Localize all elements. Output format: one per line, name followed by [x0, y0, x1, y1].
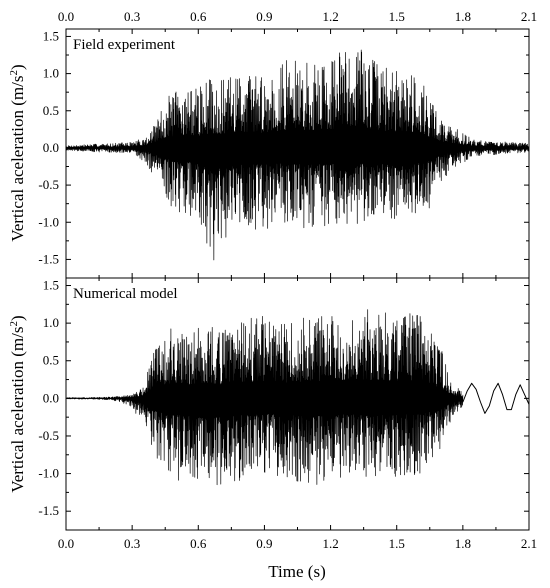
y-tick-label: -1.5: [38, 503, 59, 518]
y-tick-label: 0.0: [43, 140, 59, 155]
panel-top-ylabel-main: Vertical aceleration (m/s: [8, 76, 27, 242]
x-tick-label-bottom: 1.5: [389, 536, 405, 551]
panel-bottom-ticks: 0.0 0.3 0.6 0.9 1.2 1.5 1.8 2.1 -1.5 -1.0 -0.5 0.0 0…: [38, 278, 537, 551]
x-tick-label-bottom: 0.6: [190, 536, 207, 551]
x-tick-label-top: 0.0: [58, 9, 74, 24]
signal-series-1: [65, 49, 530, 261]
x-tick-label-top: 1.5: [389, 9, 405, 24]
panel-bottom-ylabel-close: ): [8, 315, 27, 321]
panel-bottom-annotation: Numerical model: [73, 286, 178, 302]
panel-top-ylabel: Vertical aceleration (m/s2): [8, 64, 27, 241]
panel-bottom-ylabel: Vertical aceleration (m/s2): [8, 315, 27, 492]
x-tick-label-top: 0.3: [124, 9, 140, 24]
panel-top-signal: [65, 49, 530, 261]
y-tick-label: 1.5: [43, 28, 59, 43]
x-tick-label-bottom: 1.2: [322, 536, 338, 551]
y-tick-label: 0.5: [43, 353, 59, 368]
panel-bottom-signal: [65, 309, 530, 486]
y-tick-label: -0.5: [38, 428, 59, 443]
x-tick-label-bottom: 0.3: [124, 536, 140, 551]
x-axis-title: Time (s): [268, 562, 325, 581]
panel-bottom-ylabel-sup: 2: [8, 321, 20, 327]
x-tick-label-top: 0.9: [256, 9, 272, 24]
y-tick-label: 1.0: [43, 66, 59, 81]
y-tick-label: -1.0: [38, 214, 59, 229]
y-tick-label: -1.0: [38, 466, 59, 481]
y-tick-label: 0.0: [43, 390, 59, 405]
y-tick-label: -1.5: [38, 251, 59, 266]
panel-top-ylabel-close: ): [8, 64, 27, 70]
signal-series-1: [65, 309, 464, 486]
x-tick-label-bottom: 0.9: [256, 536, 272, 551]
x-tick-label-top: 1.8: [455, 9, 471, 24]
panel-top-ylabel-sup: 2: [8, 70, 20, 76]
y-tick-label: -0.5: [38, 177, 59, 192]
x-tick-label-bottom: 1.8: [455, 536, 471, 551]
x-tick-label-top: 2.1: [521, 9, 537, 24]
panel-top: 0.0 0.3 0.6 0.9 1.2 1.5 1.8 2.1 -1.5 -1.0 -0.5 0.0 0…: [8, 9, 537, 279]
y-tick-label: 1.5: [43, 278, 59, 293]
panel-bottom: 0.0 0.3 0.6 0.9 1.2 1.5 1.8 2.1 -1.5 -1.0 -0.5 0.0 0…: [8, 277, 537, 581]
x-tick-label-bottom: 2.1: [521, 536, 537, 551]
panel-top-ticks: 0.0 0.3 0.6 0.9 1.2 1.5 1.8 2.1 -1.5 -1.0 -0.5 0.0 0…: [38, 9, 537, 278]
y-tick-label: 0.5: [43, 103, 59, 118]
x-tick-label-top: 0.6: [190, 9, 207, 24]
y-tick-label: 1.0: [43, 315, 59, 330]
panel-top-annotation: Field experiment: [73, 37, 176, 53]
x-tick-label-top: 1.2: [322, 9, 338, 24]
panel-bottom-ylabel-main: Vertical aceleration (m/s: [8, 327, 27, 493]
x-tick-label-bottom: 0.0: [58, 536, 74, 551]
signal-series-2: [462, 382, 530, 414]
